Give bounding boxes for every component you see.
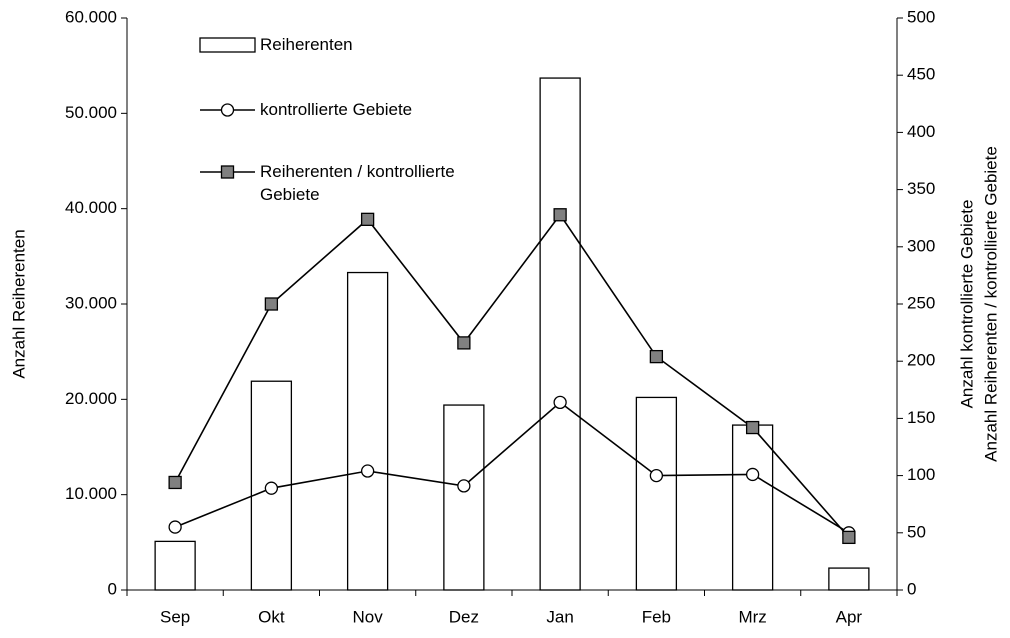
marker xyxy=(553,208,567,222)
y-tick-label: 0 xyxy=(108,579,117,598)
bar xyxy=(443,404,485,591)
line xyxy=(174,213,850,538)
marker xyxy=(457,336,471,350)
x-tick-label: Dez xyxy=(449,607,479,626)
y2-axis-label: Anzahl kontrollierte Gebiete xyxy=(957,200,976,409)
x-tick-label: Apr xyxy=(836,607,863,626)
legend-label: Reiherenten xyxy=(260,35,353,54)
y2-tick-label: 50 xyxy=(907,522,926,541)
y-axis-label: Anzahl Reiherenten xyxy=(9,229,28,378)
marker xyxy=(553,395,567,410)
bar xyxy=(346,271,389,591)
marker xyxy=(842,530,856,545)
y-tick-label: 40.000 xyxy=(65,198,117,217)
marker xyxy=(264,297,279,311)
legend-item: kontrollierte Gebiete xyxy=(260,100,413,119)
x-tick-label: Feb xyxy=(642,607,671,626)
y2-tick-label: 150 xyxy=(907,408,935,427)
x-tick-label: Nov xyxy=(353,607,384,626)
legend-marker xyxy=(220,165,235,179)
legend-marker xyxy=(220,103,235,117)
x-tick-label: Sep xyxy=(160,607,190,626)
x-tick-label: Mrz xyxy=(738,607,766,626)
bar xyxy=(539,77,581,591)
y2-tick-label: 100 xyxy=(907,465,935,484)
marker xyxy=(360,212,375,226)
bar xyxy=(635,396,678,591)
y2-tick-label: 0 xyxy=(907,579,916,598)
bar xyxy=(154,540,196,591)
legend-item: Reiherenten / kontrollierte Gebiete xyxy=(260,162,455,204)
legend-swatch xyxy=(199,37,256,53)
y-tick-label: 60.000 xyxy=(65,7,117,26)
marker xyxy=(649,349,664,364)
marker xyxy=(457,479,471,493)
y2-tick-label: 350 xyxy=(907,179,935,198)
y2-tick-label: 450 xyxy=(907,65,935,84)
line xyxy=(174,401,850,534)
legend-label: kontrollierte Gebiete xyxy=(260,100,413,119)
marker xyxy=(649,468,664,483)
x-tick-label: Jan xyxy=(546,607,573,626)
y-tick-label: 50.000 xyxy=(65,103,117,122)
marker xyxy=(360,464,375,478)
y2-tick-label: 250 xyxy=(907,293,935,312)
bar xyxy=(828,567,870,591)
legend-item: Reiherenten xyxy=(260,35,353,54)
legend-label: Reiherenten / kontrollierte Gebiete xyxy=(260,162,455,204)
y2-tick-label: 500 xyxy=(907,7,935,26)
y-tick-label: 10.000 xyxy=(65,484,117,503)
y-tick-label: 30.000 xyxy=(65,293,117,312)
x-tick-label: Okt xyxy=(258,607,285,626)
y2-tick-label: 200 xyxy=(907,351,935,370)
bar xyxy=(731,424,774,591)
y2-axis-label: Anzahl Reiherenten / kontrollierte Gebie… xyxy=(981,146,1000,462)
marker xyxy=(168,475,182,490)
y-tick-label: 20.000 xyxy=(65,389,117,408)
y2-tick-label: 400 xyxy=(907,122,935,141)
marker xyxy=(745,467,760,482)
y2-tick-label: 300 xyxy=(907,236,935,255)
marker xyxy=(168,520,182,534)
marker xyxy=(264,481,279,495)
marker xyxy=(745,420,760,435)
